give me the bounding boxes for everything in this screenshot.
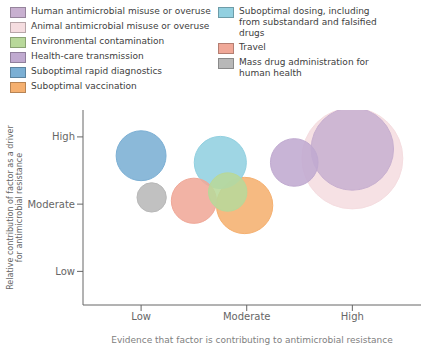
svg-text:Relative contribution of facto: Relative contribution of factor as a dri…: [6, 124, 24, 289]
html-text:Human antimicrobial misuse or: Human antimicrobial misuse or overuse: [31, 6, 211, 16]
svg-text:High: High: [52, 131, 75, 142]
html-text:Animal antimicrobial misuse or: Animal antimicrobial misuse or overuse: [31, 21, 210, 31]
html-text:Mass drug administration for h: Mass drug administration for human healt…: [239, 57, 369, 78]
html-text:Environmental contamination: Environmental contamination: [31, 36, 165, 46]
html-text:Suboptimal vaccination: Suboptimal vaccination: [31, 81, 137, 91]
svg-text:Moderate: Moderate: [27, 199, 75, 210]
svg-text:Low: Low: [55, 266, 75, 277]
html-text:Suboptimal rapid diagnostics: Suboptimal rapid diagnostics: [31, 66, 162, 76]
html-text:Suboptimal dosing, including f: Suboptimal dosing, including from substa…: [239, 6, 377, 38]
html-text:Health-care transmission: Health-care transmission: [31, 51, 144, 61]
svg-text:High: High: [341, 311, 364, 322]
svg-text:Low: Low: [131, 311, 151, 322]
svg-text:Evidence that factor is contri: Evidence that factor is contributing to …: [111, 335, 393, 345]
html-text:Travel: Travel: [239, 42, 266, 52]
svg-text:Moderate: Moderate: [223, 311, 271, 322]
